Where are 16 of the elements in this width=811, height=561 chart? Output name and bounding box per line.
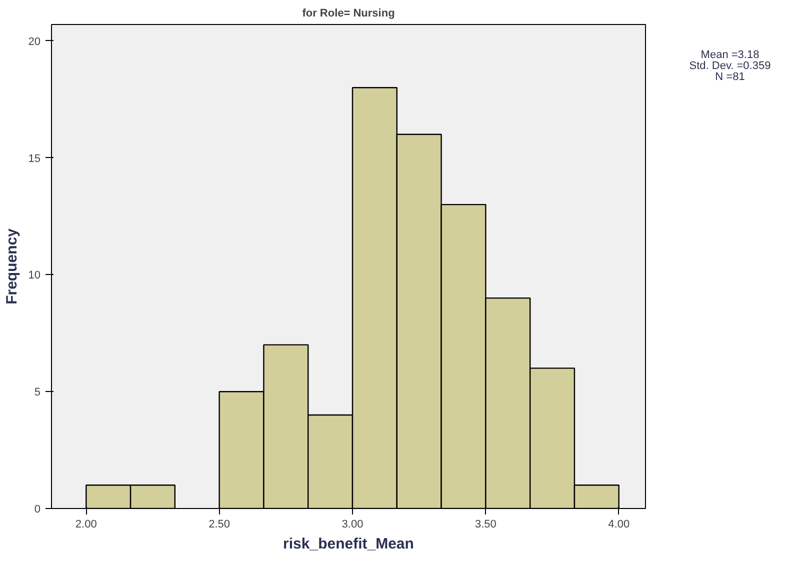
text: Mean =3.18 [700, 49, 760, 61]
x-tick-label: 3.50 [474, 518, 496, 530]
y-tick-label: 15 [28, 152, 41, 165]
x-tick-label: 4.00 [608, 518, 630, 530]
x-tick-label: 2.00 [75, 518, 97, 530]
text: Std. Dev. =0.359 [689, 60, 771, 72]
y-tick-label: 5 [34, 386, 41, 399]
y-tick-label: 10 [28, 270, 41, 282]
y-axis-title: Frequency [3, 228, 20, 304]
chart-title: for Role= Nursing [302, 8, 395, 20]
y-tick-label: 0 [34, 504, 41, 516]
x-tick-label: 2.50 [208, 518, 230, 530]
x-tick-label: 3.00 [342, 518, 364, 530]
y-tick-label: 20 [28, 36, 41, 48]
text: N =81 [715, 71, 745, 83]
x-axis-title: risk_benefit_Mean [283, 536, 414, 552]
